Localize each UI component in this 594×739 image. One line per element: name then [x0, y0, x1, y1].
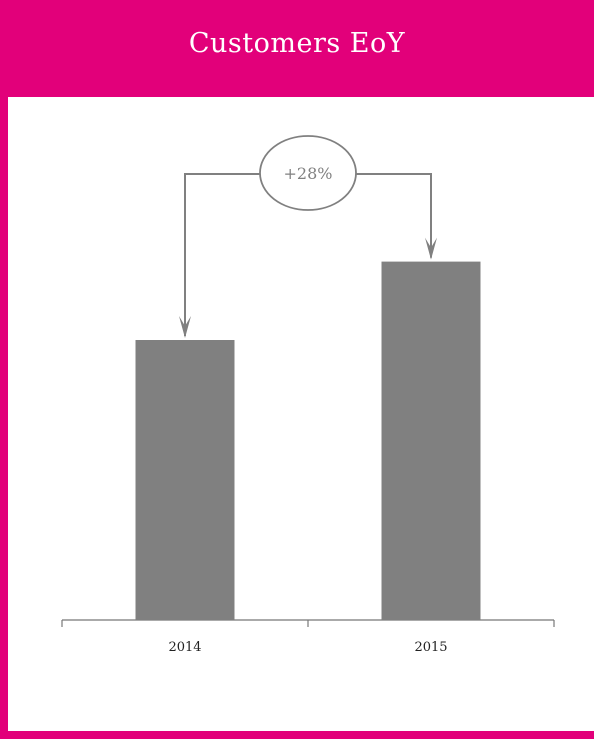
chart-title: Customers EoY [188, 28, 406, 59]
bars-group [135, 261, 481, 620]
annotation-ellipse [259, 135, 357, 211]
bar-2015 [381, 261, 481, 620]
x-ticks-group: 2014 2015 [61, 620, 555, 655]
annotation-left-arrowhead [179, 316, 191, 338]
annotation-right-arrow [356, 173, 432, 258]
bar-2014 [135, 340, 235, 620]
annotation-label: +28% [284, 164, 333, 183]
growth-annotation: +28% [179, 135, 437, 338]
annotation-left-arrow [184, 173, 260, 336]
chart-header: Customers EoY [0, 0, 594, 97]
x-tick-label-2014: 2014 [168, 640, 201, 655]
x-tick-label-2015: 2015 [414, 640, 447, 655]
annotation-right-arrowhead [425, 237, 437, 260]
